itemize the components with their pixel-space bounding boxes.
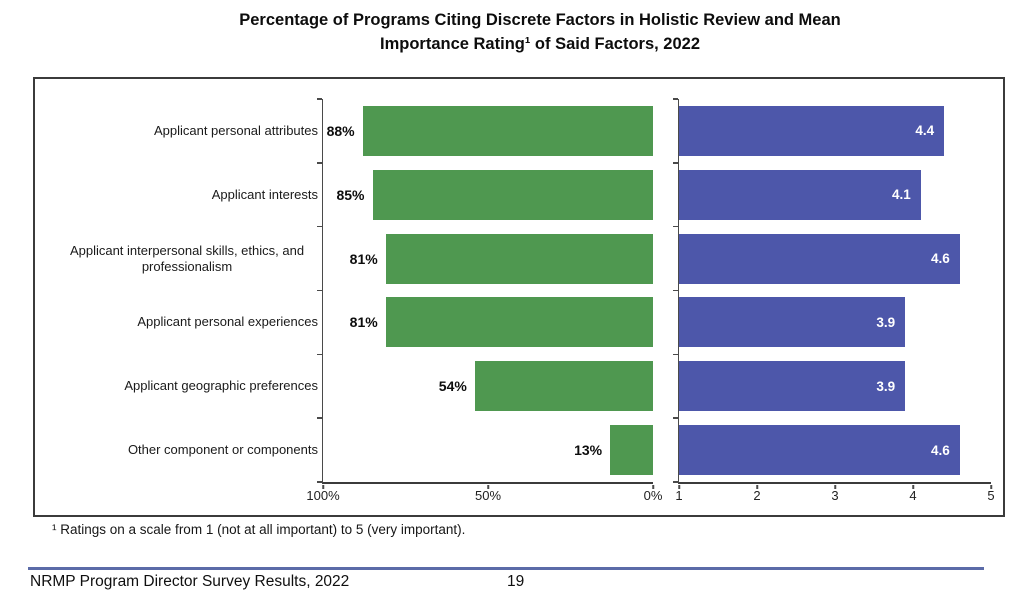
axis-tick-label: 4 — [909, 488, 917, 503]
axis-tick-mark — [756, 484, 758, 489]
category-label-text: Applicant personal experiences — [137, 314, 318, 330]
percent-bar-plot: 88% 85% 81% 81% 54% 13% 100% 50% 0% — [306, 98, 662, 503]
percent-bar — [610, 425, 653, 476]
percent-bar-row: 88% — [323, 99, 653, 163]
rating-value-label: 3.9 — [876, 378, 896, 394]
axis-tick-mark — [322, 484, 324, 489]
chart-title-line1: Percentage of Programs Citing Discrete F… — [239, 11, 841, 29]
rating-value-label: 4.6 — [931, 251, 950, 267]
footer-source: NRMP Program Director Survey Results, 20… — [30, 573, 350, 590]
category-tick-mark — [316, 353, 322, 356]
category-tick-mark — [672, 481, 678, 483]
category-axis-labels: Applicant personal attributes Applicant i… — [43, 99, 318, 482]
category-label-text: Applicant personal attributes — [153, 122, 318, 138]
percent-bar-row: 81% — [323, 290, 653, 354]
category-tick-mark — [316, 225, 322, 228]
percent-value-label: 85% — [336, 186, 365, 203]
axis-tick-label: 100% — [306, 488, 340, 503]
category-label: Applicant interpersonal skills, ethics, … — [43, 227, 318, 291]
axis-tick-label: 2 — [753, 488, 761, 503]
rating-value-label: 4.4 — [915, 123, 935, 139]
percent-bar-row: 81% — [323, 227, 653, 291]
footer-divider — [28, 567, 984, 570]
category-tick-mark — [672, 98, 678, 100]
category-label-text: Applicant interpersonal skills, ethics, … — [69, 242, 305, 274]
rating-bar-row: 4.1 — [679, 163, 991, 227]
category-tick-mark — [316, 98, 322, 100]
rating-bar: 4.1 — [679, 169, 921, 220]
percent-value-label: 81% — [349, 314, 378, 331]
axis-tick-label: 0% — [643, 488, 663, 503]
percent-value-label: 54% — [438, 378, 467, 395]
category-tick-mark — [316, 481, 322, 483]
rating-bar-plot: 4.4 4.1 4.6 3.9 3.9 4.6 1 2 3 4 5 — [672, 98, 995, 503]
rating-bar-row: 4.6 — [679, 227, 991, 291]
percent-value-label: 13% — [574, 442, 603, 459]
axis-tick-mark — [990, 484, 992, 489]
category-label: Applicant personal experiences — [43, 290, 318, 354]
category-tick-mark — [672, 353, 678, 356]
percent-bar-rows: 88% 85% 81% 81% 54% 13% — [323, 99, 653, 482]
category-tick-mark — [316, 417, 322, 419]
percent-bar-row: 13% — [323, 418, 653, 482]
category-tick-mark — [672, 417, 678, 419]
percent-bar — [474, 361, 653, 412]
axis-tick-mark — [487, 484, 489, 489]
percent-bar — [385, 233, 653, 284]
rating-bar: 3.9 — [679, 361, 906, 412]
rating-bar: 4.6 — [679, 233, 960, 284]
rating-bar-row: 3.9 — [679, 354, 991, 418]
rating-bar: 4.4 — [679, 105, 945, 156]
percent-bar — [385, 297, 653, 348]
footnote: ¹ Ratings on a scale from 1 (not at all … — [52, 522, 466, 537]
axis-tick-label: 50% — [474, 488, 502, 503]
category-tick-mark — [316, 162, 322, 164]
category-label: Applicant personal attributes — [43, 99, 318, 163]
rating-bar-row: 3.9 — [679, 290, 991, 354]
axis-tick-mark — [912, 484, 914, 489]
rating-value-label: 4.6 — [931, 442, 950, 458]
percent-bar-row: 85% — [323, 163, 653, 227]
category-label: Applicant geographic preferences — [43, 354, 318, 418]
rating-bar: 4.6 — [679, 425, 960, 476]
chart-frame: Applicant personal attributes Applicant i… — [33, 77, 1005, 517]
axis-tick-mark — [834, 484, 836, 489]
rating-bar-rows: 4.4 4.1 4.6 3.9 3.9 4.6 — [679, 99, 991, 482]
category-tick-mark — [672, 289, 678, 292]
rating-bar-row: 4.4 — [679, 99, 991, 163]
category-tick-mark — [316, 289, 322, 292]
axis-tick-mark — [678, 484, 680, 489]
category-label-text: Applicant geographic preferences — [124, 378, 318, 394]
percent-value-label: 81% — [349, 250, 378, 267]
chart-title-line2: Importance Rating¹ of Said Factors, 2022 — [380, 35, 700, 53]
category-label-text: Applicant interests — [211, 186, 318, 202]
axis-tick-label: 1 — [675, 488, 683, 503]
percent-bar — [362, 105, 653, 156]
rating-value-label: 3.9 — [876, 314, 896, 330]
category-label: Applicant interests — [43, 163, 318, 227]
rating-bar-row: 4.6 — [679, 418, 991, 482]
category-label: Other component or components — [43, 418, 318, 482]
rating-value-label: 4.1 — [892, 187, 911, 203]
axis-tick-label: 3 — [831, 488, 839, 503]
percent-bar-row: 54% — [323, 354, 653, 418]
percent-value-label: 88% — [326, 122, 355, 139]
axis-tick-mark — [652, 484, 654, 489]
axis-tick-label: 5 — [987, 488, 995, 503]
category-tick-mark — [672, 162, 678, 164]
percent-bar — [372, 169, 653, 220]
footer-page-number: 19 — [507, 573, 525, 590]
category-label-text: Other component or components — [127, 442, 318, 458]
rating-bar: 3.9 — [679, 297, 906, 348]
category-tick-mark — [672, 225, 678, 228]
chart-title: Percentage of Programs Citing Discrete F… — [56, 8, 1024, 56]
